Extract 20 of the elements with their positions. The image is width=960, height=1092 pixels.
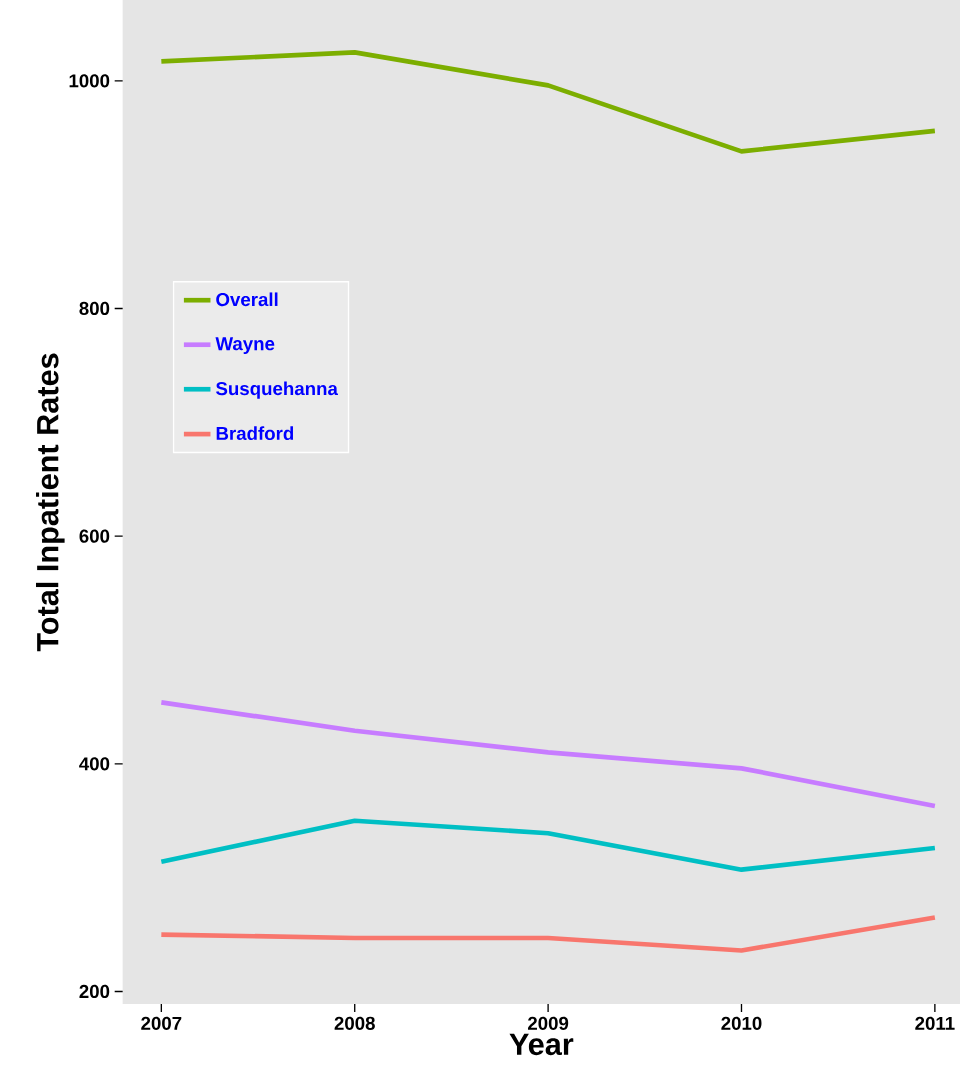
x-tick-label: 2009	[527, 1016, 569, 1030]
line-series	[159, 915, 938, 953]
y-tick-label: 200	[79, 984, 110, 999]
legend-label: Bradford	[216, 426, 294, 441]
legend-label: Susquehanna	[216, 381, 338, 399]
x-axis-title: Year	[509, 1033, 574, 1056]
y-tick-label: 1000	[69, 74, 110, 88]
x-tick-label: 2007	[141, 1016, 182, 1030]
y-tick-label: 600	[79, 529, 110, 543]
x-tick-label: 2010	[721, 1016, 762, 1030]
x-tick-label: 2011	[915, 1016, 955, 1030]
x-tick-label: 2008	[334, 1016, 375, 1030]
legend-label: Overall	[216, 292, 278, 307]
line-series	[159, 818, 938, 873]
y-tick-label: 800	[79, 301, 110, 316]
line-series	[159, 700, 938, 809]
legend-label: Wayne	[215, 337, 275, 355]
y-tick-label: 400	[79, 757, 110, 771]
y-axis-title: Total Inpatient Rates	[36, 353, 65, 652]
line-series	[159, 50, 938, 154]
